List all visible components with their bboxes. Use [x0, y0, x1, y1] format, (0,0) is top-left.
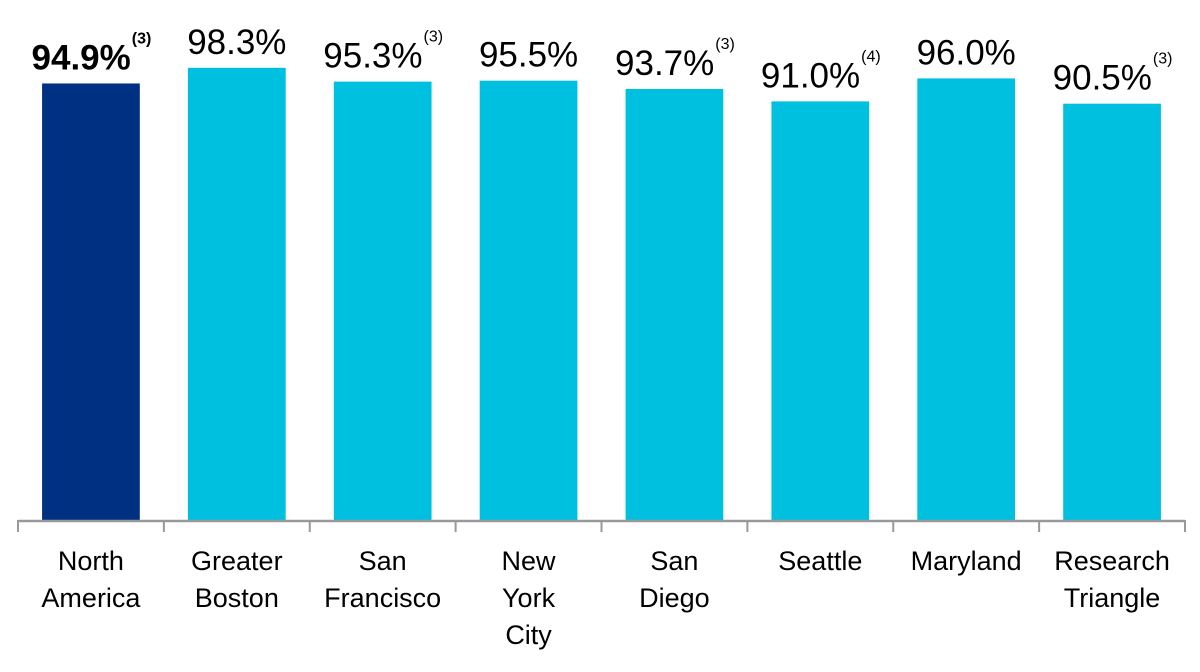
- bar: [42, 83, 140, 521]
- value-label: 95.5%: [479, 36, 578, 75]
- x-tick-label: Seattle: [778, 546, 862, 576]
- x-tick-label-line: San: [359, 546, 407, 576]
- x-tick-label-line: Francisco: [324, 583, 441, 613]
- footnote-mark: (3): [132, 30, 152, 47]
- x-tick-label: San Diego: [639, 546, 710, 613]
- x-tick-label-line: Triangle: [1064, 583, 1161, 613]
- x-tick-label-line: Seattle: [778, 546, 862, 576]
- x-tick-label: Maryland: [911, 546, 1022, 576]
- x-tick-label-line: City: [505, 620, 552, 650]
- footnote-mark: (3): [715, 36, 735, 53]
- footnote-mark: (4): [861, 48, 881, 65]
- bar: [917, 78, 1016, 521]
- bar: [333, 81, 432, 521]
- footnote-mark: (3): [1153, 51, 1173, 68]
- value-label: 94.9%: [32, 38, 131, 77]
- bar: [625, 88, 724, 520]
- value-label: 96.0%: [917, 33, 1016, 72]
- x-tick-label: San Francisco: [324, 546, 441, 613]
- x-tick-label-line: Research: [1054, 546, 1170, 576]
- x-tick-label-line: America: [41, 583, 141, 613]
- bar: [187, 67, 286, 520]
- x-tick-label: Research Triangle: [1054, 546, 1170, 613]
- x-tick-label-line: Diego: [639, 583, 710, 613]
- value-label: 90.5%: [1053, 59, 1152, 98]
- x-tick-label-line: York: [502, 583, 556, 613]
- value-label: 91.0%: [761, 56, 860, 95]
- value-label: 98.3%: [187, 23, 286, 62]
- x-tick-label: New York City: [502, 546, 557, 650]
- x-tick-label-line: North: [58, 546, 124, 576]
- x-tick-label: Greater Boston: [191, 546, 283, 613]
- x-tick-label-line: San: [650, 546, 698, 576]
- footnote-mark: (3): [424, 29, 444, 46]
- value-label: 93.7%: [615, 44, 714, 83]
- bar: [1063, 103, 1161, 520]
- x-tick-label: North America: [41, 546, 141, 613]
- bar: [479, 80, 578, 520]
- value-label: 95.3%: [323, 37, 422, 76]
- x-tick-label-line: Greater: [191, 546, 283, 576]
- x-tick-label-line: New: [502, 546, 557, 576]
- x-tick-label-line: Maryland: [911, 546, 1022, 576]
- x-tick-label-line: Boston: [195, 583, 279, 613]
- bar: [771, 101, 870, 521]
